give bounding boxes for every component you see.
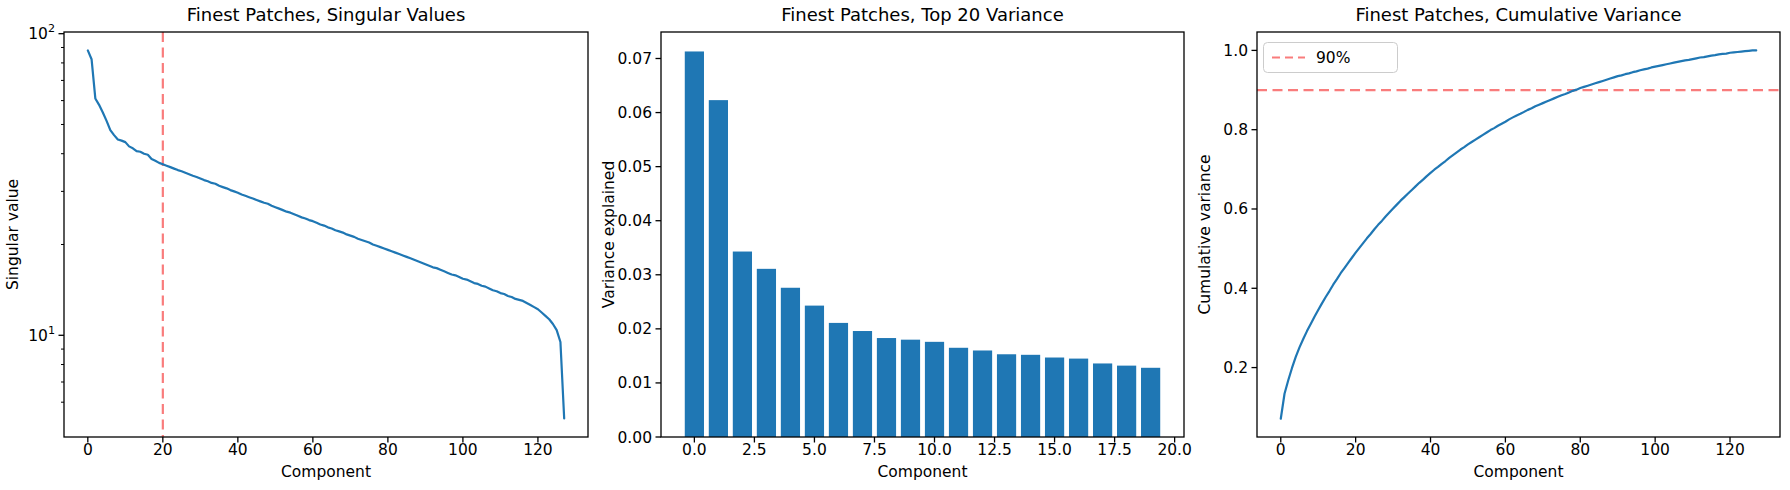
plot-title: Finest Patches, Singular Values xyxy=(187,4,466,25)
y-tick-label: 0.02 xyxy=(617,320,652,338)
bar xyxy=(997,354,1016,437)
x-tick-label: 120 xyxy=(523,441,553,459)
y-axis: 101 102 Singular value xyxy=(4,22,64,402)
y-axis: 0.00 0.01 0.02 0.03 0.04 0.05 0.06 0.07 Variance… xyxy=(600,50,661,447)
bar xyxy=(1141,368,1160,437)
y-tick-label: 0.4 xyxy=(1223,280,1248,298)
bar xyxy=(805,306,824,437)
bar xyxy=(829,323,848,437)
bar xyxy=(781,288,800,437)
x-tick-label: 80 xyxy=(1570,441,1590,459)
x-tick-label: 60 xyxy=(303,441,323,459)
x-tick-label: 12.5 xyxy=(977,441,1012,459)
x-axis-label: Component xyxy=(878,463,968,481)
axes-frame xyxy=(64,32,588,437)
x-tick-label: 100 xyxy=(448,441,478,459)
plot-2: 0.0 2.5 5.0 7.5 10.0 12.5 15.0 17.5 20.0 Componen… xyxy=(600,4,1192,481)
bar xyxy=(925,342,944,437)
x-tick-label: 40 xyxy=(1421,441,1441,459)
x-axis: 0 20 40 60 80 100 120 Component xyxy=(83,437,553,481)
bar xyxy=(1021,355,1040,437)
x-axis: 0 20 40 60 80 100 120 Component xyxy=(1276,437,1745,481)
y-axis-label: Singular value xyxy=(4,179,22,290)
bar xyxy=(949,348,968,437)
y-tick-label: 0.05 xyxy=(617,158,652,176)
x-tick-label: 2.5 xyxy=(742,441,767,459)
x-tick-label: 0 xyxy=(1276,441,1286,459)
x-axis: 0.0 2.5 5.0 7.5 10.0 12.5 15.0 17.5 20.0 Componen… xyxy=(682,437,1192,481)
x-axis-label: Component xyxy=(281,463,371,481)
bar xyxy=(757,269,776,437)
exponent: 1 xyxy=(48,324,55,337)
bar xyxy=(709,100,728,437)
figure-svg: 020406080100120Component101102Singular v… xyxy=(0,0,1790,490)
x-tick-label: 20.0 xyxy=(1157,441,1192,459)
x-tick-label: 20 xyxy=(1346,441,1366,459)
x-tick-label: 60 xyxy=(1496,441,1516,459)
bar xyxy=(877,338,896,437)
axes-frame xyxy=(1257,32,1780,437)
exponent: 2 xyxy=(48,22,55,35)
y-tick-label: 101 xyxy=(28,324,55,345)
y-tick-label: 0.01 xyxy=(617,374,652,392)
bar xyxy=(1093,363,1112,437)
plot-1: 0 20 40 60 80 100 120 Component 101 102 Singular v… xyxy=(4,4,588,481)
x-axis-label: Component xyxy=(1474,463,1564,481)
bar xyxy=(1045,358,1064,437)
y-tick-label: 0.04 xyxy=(617,212,652,230)
y-tick-label: 0.06 xyxy=(617,104,652,122)
x-tick-label: 0 xyxy=(83,441,93,459)
bar xyxy=(853,331,872,437)
bar xyxy=(1069,359,1088,437)
x-tick-label: 7.5 xyxy=(862,441,887,459)
y-tick-label: 0.03 xyxy=(617,266,652,284)
x-tick-label: 0.0 xyxy=(682,441,707,459)
legend-label: 90% xyxy=(1316,49,1350,67)
y-axis-label: Variance explained xyxy=(600,161,618,308)
x-tick-label: 120 xyxy=(1715,441,1745,459)
series-line xyxy=(1281,50,1756,418)
x-tick-label: 5.0 xyxy=(802,441,827,459)
y-tick-label: 1.0 xyxy=(1223,42,1248,60)
bar xyxy=(1117,366,1136,437)
x-tick-label: 10.0 xyxy=(917,441,952,459)
y-tick-label: 0.8 xyxy=(1223,121,1248,139)
y-tick-label: 102 xyxy=(28,22,55,43)
y-tick-label: 0.07 xyxy=(617,50,652,68)
plot-title: Finest Patches, Cumulative Variance xyxy=(1355,4,1681,25)
plot-title: Finest Patches, Top 20 Variance xyxy=(781,4,1064,25)
x-tick-label: 15.0 xyxy=(1037,441,1072,459)
legend: 90% xyxy=(1264,43,1398,73)
x-tick-label: 80 xyxy=(378,441,398,459)
bar xyxy=(685,51,704,437)
bar-series xyxy=(685,51,1160,437)
x-tick-label: 17.5 xyxy=(1097,441,1132,459)
bar xyxy=(901,340,920,437)
series-line xyxy=(88,50,564,418)
x-tick-label: 20 xyxy=(153,441,173,459)
bar xyxy=(973,350,992,437)
pca-variance-figure: 020406080100120Component101102Singular v… xyxy=(0,0,1790,490)
y-tick-label: 0.6 xyxy=(1223,200,1248,218)
x-tick-label: 40 xyxy=(228,441,248,459)
y-axis: 0.2 0.4 0.6 0.8 1.0 Cumulative variance xyxy=(1196,42,1257,377)
y-tick-label: 0.00 xyxy=(617,429,652,447)
y-axis-label: Cumulative variance xyxy=(1196,154,1214,314)
y-tick-label: 0.2 xyxy=(1223,359,1248,377)
x-tick-label: 100 xyxy=(1640,441,1670,459)
plot-3: 0 20 40 60 80 100 120 Component 0.2 0.4 0.6 0.8 1.0 C… xyxy=(1196,4,1780,481)
bar xyxy=(733,252,752,437)
